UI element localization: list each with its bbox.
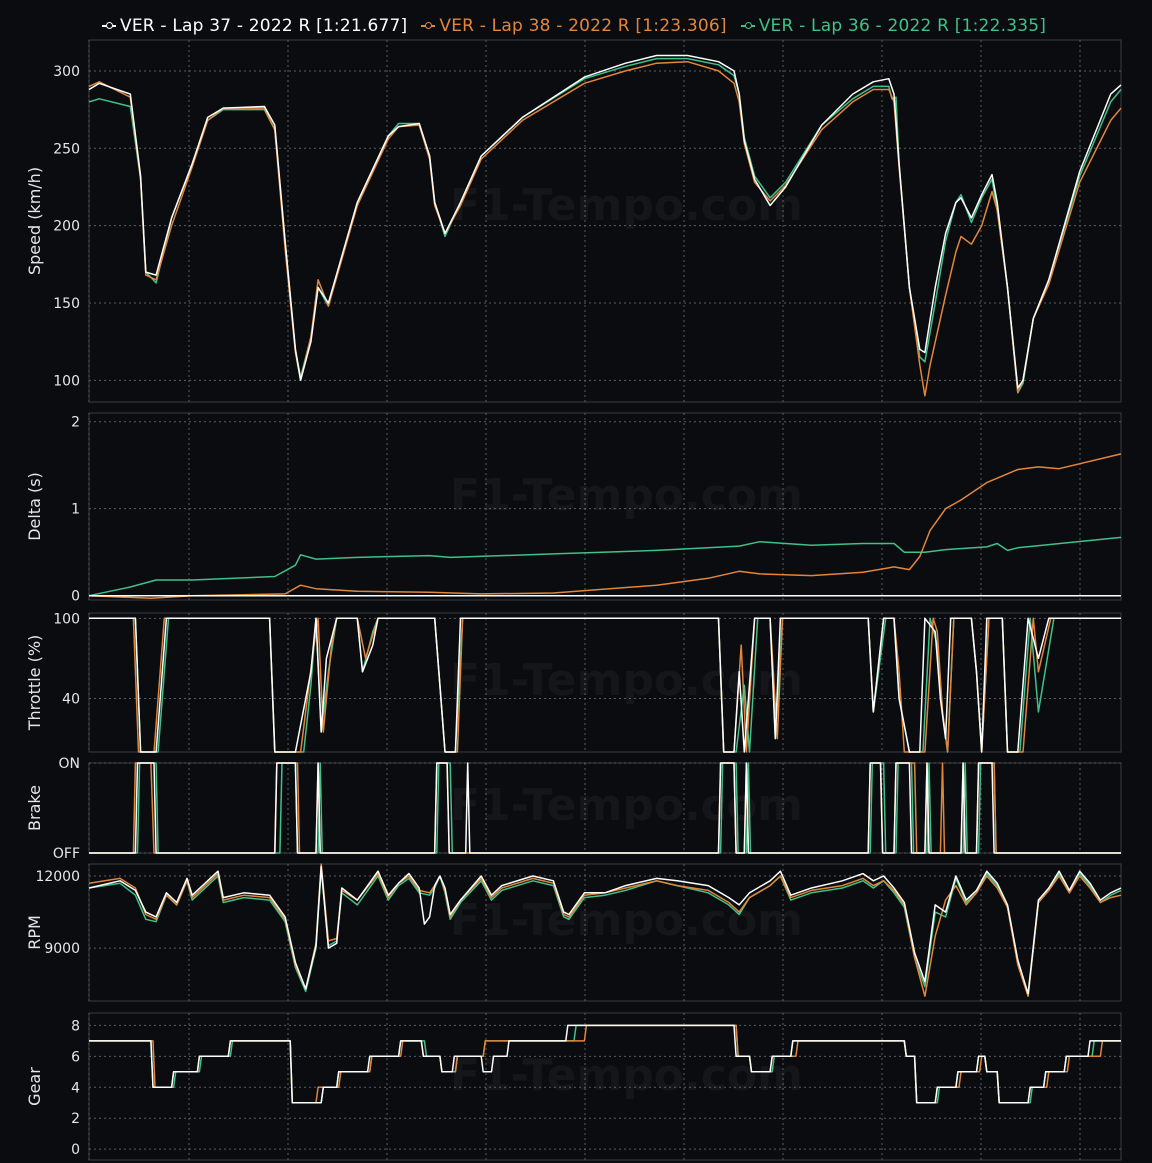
y-tick-label: 300 xyxy=(53,64,80,80)
series-line-lap-37 xyxy=(89,762,1121,854)
legend-item-lap-37[interactable]: VER - Lap 37 - 2022 R [1:21.677] xyxy=(102,14,407,38)
series-line-lap-36 xyxy=(88,536,1122,597)
y-tick-label: 2 xyxy=(71,415,80,431)
legend-marker-icon xyxy=(102,22,116,29)
y-tick-label: 9000 xyxy=(44,941,80,957)
y-tick-label: 100 xyxy=(53,373,80,389)
y-tick-label: 40 xyxy=(62,692,80,708)
series-line-lap-38 xyxy=(89,1024,1121,1104)
series-line-lap-36 xyxy=(89,762,1121,854)
legend-label: VER - Lap 36 - 2022 R [1:22.335] xyxy=(758,16,1047,36)
delta-frame xyxy=(88,412,1122,601)
series-line-lap-36 xyxy=(88,868,1122,997)
rpm-panel: 9000 12000 RPM xyxy=(25,863,1122,1002)
y-tick-label: 150 xyxy=(53,296,80,312)
brake-axis-label: Brake xyxy=(25,785,44,831)
series-line-lap-36 xyxy=(89,617,1121,753)
y-tick-label: 200 xyxy=(53,219,80,235)
rpm-axis-label: RPM xyxy=(25,915,44,950)
series-line-lap-38 xyxy=(88,60,1122,397)
legend: VER - Lap 37 - 2022 R [1:21.677] VER - L… xyxy=(102,14,1046,38)
series-line-lap-36 xyxy=(89,1024,1121,1104)
throttle-axis-label: Throttle (%) xyxy=(25,635,44,732)
delta-panel: 0 1 2 Delta (s) xyxy=(25,412,1122,605)
legend-label: VER - Lap 38 - 2022 R [1:23.306] xyxy=(439,16,727,36)
y-tick-label: 1 xyxy=(71,502,80,518)
gear-panel: 0 2 4 6 8 Gear xyxy=(25,1012,1122,1161)
y-tick-label: OFF xyxy=(53,846,80,862)
series-line-lap-37 xyxy=(88,54,1122,389)
y-tick-label: 12000 xyxy=(35,869,80,885)
legend-label: VER - Lap 37 - 2022 R [1:21.677] xyxy=(120,16,408,36)
speed-frame xyxy=(88,39,1122,403)
delta-axis-label: Delta (s) xyxy=(25,472,44,541)
y-tick-label: 2 xyxy=(71,1111,80,1127)
series-line-lap-37 xyxy=(89,1024,1121,1104)
throttle-panel: 40 100 Throttle (%) xyxy=(25,611,1122,753)
series-line-lap-38 xyxy=(88,453,1122,600)
series-line-lap-38 xyxy=(88,863,1122,997)
series-line-lap-37 xyxy=(89,617,1121,753)
rpm-frame xyxy=(88,863,1122,1002)
y-tick-label: 8 xyxy=(71,1018,80,1034)
legend-marker-icon xyxy=(421,22,436,29)
y-tick-label: ON xyxy=(59,756,81,772)
y-tick-label: 0 xyxy=(71,589,80,605)
series-line-lap-37 xyxy=(88,865,1122,995)
brake-panel: OFF ON Brake xyxy=(25,756,1122,862)
series-line-lap-38 xyxy=(89,617,1121,753)
y-tick-label: 4 xyxy=(71,1080,80,1096)
speed-axis-label: Speed (km/h) xyxy=(25,167,44,275)
gear-axis-label: Gear xyxy=(25,1067,44,1106)
legend-marker-icon xyxy=(740,22,755,29)
y-tick-label: 250 xyxy=(53,141,80,157)
legend-item-lap-36[interactable]: VER - Lap 36 - 2022 R [1:22.335] xyxy=(740,14,1047,38)
y-tick-label: 6 xyxy=(71,1049,80,1065)
y-tick-label: 0 xyxy=(71,1142,80,1158)
y-tick-label: 100 xyxy=(53,611,80,627)
gear-frame xyxy=(88,1012,1122,1161)
throttle-frame xyxy=(88,612,1122,753)
legend-item-lap-38[interactable]: VER - Lap 38 - 2022 R [1:23.306] xyxy=(421,14,727,38)
speed-panel: 100 150 200 250 300 Speed (km/h) xyxy=(25,39,1122,403)
